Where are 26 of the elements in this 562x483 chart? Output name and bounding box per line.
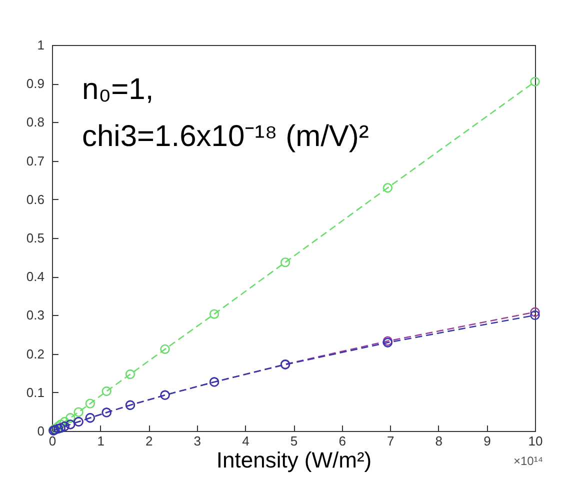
x-tick-label: 0 — [48, 434, 56, 448]
x-tick-label: 1 — [97, 434, 104, 448]
text: ×10¹⁴ — [513, 454, 543, 468]
x-tick-label: 5 — [290, 434, 298, 448]
y-tick-label: 0.6 — [26, 192, 44, 207]
annotation: chi3=1.6x10⁻¹⁸ (m/V)² — [82, 120, 369, 153]
x-tick-label: 9 — [484, 434, 491, 448]
x-tick-label: 3 — [194, 434, 202, 448]
y-tick-label: 0.4 — [26, 269, 44, 284]
y-tick-label: 1 — [37, 38, 44, 52]
y-tick-label: 0.7 — [26, 153, 44, 168]
x-tick-label: 10 — [528, 434, 543, 448]
y-tick-label: 0.1 — [26, 384, 44, 400]
x-tick-label: 6 — [338, 434, 346, 448]
x-tick-label: 7 — [386, 434, 394, 448]
x-tick-label: 8 — [435, 434, 443, 448]
y-tick-label: 0 — [37, 424, 44, 438]
annotation: n₀=1, — [82, 73, 154, 106]
y-tick-label: 0.3 — [26, 308, 44, 323]
y-tick-label: 0.8 — [26, 114, 44, 130]
y-tick-label: 0.5 — [26, 230, 44, 246]
x-tick-label: 4 — [242, 434, 250, 448]
y-tick-label: 0.2 — [26, 346, 44, 362]
y-tick-label: 0.9 — [26, 76, 44, 92]
x-axis-title: Intensity (W/m²) — [216, 448, 372, 472]
x-tick-label: 2 — [145, 434, 153, 448]
